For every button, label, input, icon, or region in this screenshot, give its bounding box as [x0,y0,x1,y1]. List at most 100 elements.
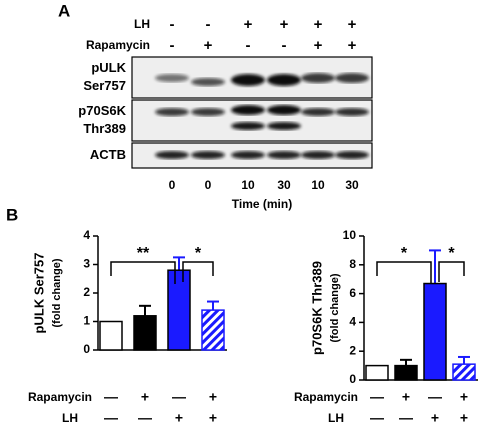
y-tick-label: 2 [349,343,356,357]
treatment-sign: + [314,16,323,33]
treatment-sign: - [246,37,251,54]
y-tick-label: 6 [349,286,356,300]
blot-label: p70S6K [78,103,126,118]
blot-band [335,151,369,159]
treatment-sign: - [170,16,175,33]
condition-sign: + [175,410,183,426]
blot-label: Thr389 [83,121,126,136]
y-tick-label: 1 [83,314,90,328]
blot-band [267,105,301,115]
panel-label: B [6,205,18,224]
blot-band [335,73,369,83]
time-axis-label: Time (min) [232,197,292,211]
condition-sign: — [399,410,413,426]
blot-band [231,122,265,130]
blot-band [155,74,189,82]
treatment-label: Rapamycin [86,38,150,52]
bar [99,320,123,351]
condition-sign: + [431,410,439,426]
time-label: 10 [311,178,325,192]
condition-sign: — [172,389,186,405]
treatment-sign: + [280,16,289,33]
time-label: 0 [205,178,212,192]
blot-band [335,108,369,116]
condition-sign: — [370,410,384,426]
y-tick-label: 4 [83,228,90,242]
condition-sign: — [138,410,152,426]
treatment-sign: - [282,37,287,54]
condition-sign: + [460,410,468,426]
blot-band [267,122,301,130]
treatment-sign: + [348,37,357,54]
treatment-sign: + [314,37,323,54]
blot-band [191,78,225,86]
blot-label: ACTB [90,147,126,162]
treatment-sign: - [206,16,211,33]
bar [365,364,389,381]
y-tick-label: 2 [83,285,90,299]
y-axis-label: (fold change) [329,273,341,342]
blot-band [191,108,225,116]
condition-label: LH [328,411,344,425]
condition-sign: — [370,389,384,405]
blot-band [155,108,189,116]
blot-label: Ser757 [83,78,126,93]
blot-band [301,108,335,116]
y-tick-label: 3 [83,257,90,271]
blot-band [267,151,301,159]
condition-label: Rapamycin [294,390,358,404]
time-label: 0 [169,178,176,192]
blot-band [301,73,335,83]
significance-bracket [182,261,214,282]
y-tick-label: 0 [349,372,356,386]
condition-sign: + [209,410,217,426]
condition-sign: — [104,389,118,405]
condition-sign: + [402,389,410,405]
condition-sign: + [460,389,468,405]
y-tick-label: 8 [349,257,356,271]
bar [452,363,476,381]
condition-sign: + [141,389,149,405]
y-axis-label: (fold change) [51,258,63,327]
significance-label: ** [137,245,150,262]
treatment-sign: + [244,16,253,33]
condition-sign: + [209,389,217,405]
significance-label: * [401,245,408,262]
treatment-label: LH [134,17,150,31]
blot-band [301,151,335,159]
time-label: 30 [277,178,291,192]
significance-bracket [376,261,432,284]
condition-label: LH [62,411,78,425]
y-axis-label: p70S6K Thr389 [309,261,324,355]
blot-band [191,151,225,159]
condition-sign: — [104,410,118,426]
condition-label: Rapamycin [28,390,92,404]
bar [133,315,157,351]
treatment-sign: - [170,37,175,54]
y-tick-label: 4 [349,315,356,329]
blot-label: pULK [91,60,126,75]
time-label: 30 [345,178,359,192]
bar [423,282,447,381]
time-label: 10 [241,178,255,192]
blot-band [267,74,301,86]
blot-band [155,151,189,159]
significance-label: * [448,245,455,262]
bar [167,269,191,351]
treatment-sign: + [204,37,213,54]
y-axis-label: pULK Ser757 [31,253,46,334]
significance-label: * [195,245,202,262]
y-tick-label: 10 [343,228,357,242]
bar [394,364,418,381]
significance-bracket [438,261,465,282]
treatment-sign: + [348,16,357,33]
condition-sign: — [428,389,442,405]
bar [201,309,225,351]
y-tick-label: 0 [83,342,90,356]
blot-band [231,74,265,86]
panel-label: A [58,1,70,20]
significance-bracket [110,261,176,284]
blot-band [231,105,265,115]
blot-band [231,151,265,159]
